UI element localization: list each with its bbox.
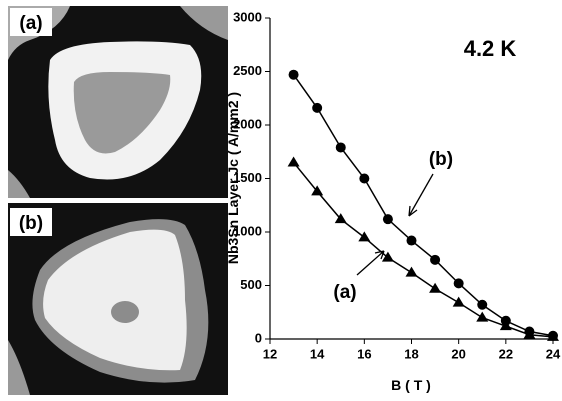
x-tick-label: 14 [310,346,325,361]
data-point [359,173,370,184]
data-point [476,311,489,322]
data-point [477,299,488,310]
data-point [452,296,465,307]
data-point [287,156,300,167]
y-tick-label: 500 [240,277,262,292]
data-point [311,185,324,196]
y-tick-label: 1500 [233,170,262,185]
panel-label: (b) [19,213,43,234]
data-point [523,328,536,339]
x-tick-label: 22 [499,346,513,361]
micrograph-a: (a) [8,6,228,198]
y-tick-label: 0 [255,330,262,345]
data-point [335,142,346,153]
annotation: (a) [333,282,356,303]
y-tick-label: 2500 [233,63,262,78]
data-point [430,254,441,265]
y-tick-label: 3000 [233,9,262,24]
data-point [499,320,512,331]
y-axis-label: Nb3Sn Layer Jc ( A/mm2 ) [225,92,241,264]
x-tick-label: 16 [357,346,371,361]
annotation: (b) [429,149,453,170]
chart: B ( T ) Nb3Sn Layer Jc ( A/mm2 ) 4.2 K (… [225,9,561,393]
x-tick-label: 12 [263,346,277,361]
data-point [406,235,417,246]
data-point [547,330,559,341]
data-point [453,278,464,289]
arrow-head [408,205,418,217]
x-tick-label: 20 [451,346,465,361]
arrow-head [374,250,385,260]
data-point [381,251,394,262]
annotation: 4.2 K [464,36,517,61]
y-tick-label: 1000 [233,223,262,238]
x-tick-label: 18 [404,346,418,361]
data-point [312,102,323,113]
micrograph-b: (b) [8,203,228,395]
panel-label: (a) [19,13,42,34]
arrow [408,173,434,217]
data-point [358,231,371,242]
y-tick-label: 2000 [233,116,262,131]
x-tick-label: 24 [546,346,561,361]
arrow [356,250,385,276]
data-point [429,282,442,293]
data-point [334,213,347,224]
data-point [405,266,418,277]
x-axis-label: B ( T ) [391,377,431,393]
data-point [382,214,393,225]
data-point [288,69,299,80]
